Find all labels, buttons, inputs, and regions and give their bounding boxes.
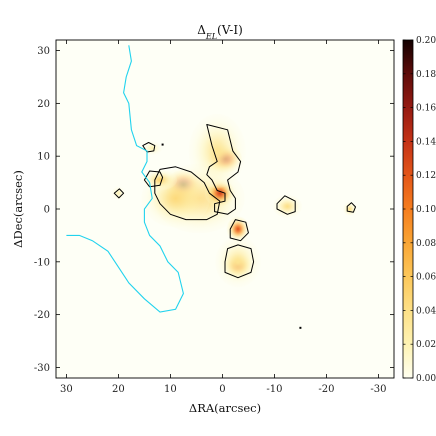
colorbar-tick-label: 0.00 xyxy=(416,374,436,384)
y-axis-label: ΔDec(arcsec) xyxy=(11,170,25,248)
contour-line xyxy=(206,124,242,215)
x-axis-label: ΔRA(arcsec) xyxy=(189,401,261,415)
point-marker xyxy=(299,326,302,329)
point-markers xyxy=(161,143,302,329)
y-tick-label: -20 xyxy=(34,310,50,321)
colorbar-tick-label: 0.08 xyxy=(416,239,436,249)
y-tick-label: 0 xyxy=(44,205,50,216)
y-tick-label: -10 xyxy=(34,257,50,268)
colorbar-tick-label: 0.04 xyxy=(416,306,436,316)
x-tick-label: 0 xyxy=(219,384,225,395)
colorbar-tick-label: 0.12 xyxy=(416,171,436,181)
colorbar-tick-label: 0.14 xyxy=(416,137,436,147)
chart-title: ΔEL(V-I) xyxy=(197,23,243,41)
contour-line xyxy=(113,188,125,199)
colorbar-tick-label: 0.06 xyxy=(416,273,436,283)
heat-blob xyxy=(142,169,178,191)
contour-line xyxy=(142,142,156,153)
colorbar-tick-label: 0.02 xyxy=(416,340,436,350)
contour-line xyxy=(224,244,255,279)
colorbar-tick-label: 0.10 xyxy=(416,205,436,215)
colorbar: 0.00 0.02 0.04 0.06 0.08 0.10 0.12 0.14 0.16 0.18… xyxy=(402,36,436,384)
y-axis-ticks: 30 20 10 0 -10 -20 -30 xyxy=(34,46,394,374)
x-tick-label: 10 xyxy=(164,384,177,395)
y-tick-label: -30 xyxy=(34,363,50,374)
x-tick-label: -30 xyxy=(370,384,386,395)
x-tick-label: 20 xyxy=(112,384,125,395)
x-axis-ticks: 30 20 10 0 -10 -20 -30 xyxy=(60,40,386,395)
contour-line xyxy=(346,202,356,213)
heat-blob xyxy=(111,186,126,201)
heat-blob xyxy=(215,236,261,288)
contour-layer xyxy=(113,124,356,279)
heat-blob xyxy=(226,216,250,242)
point-marker xyxy=(161,143,164,146)
colorbar-tick-label: 0.18 xyxy=(416,70,436,80)
colorbar-tick-label: 0.16 xyxy=(416,104,436,114)
contour-line xyxy=(143,170,164,188)
contour-line xyxy=(229,219,249,242)
y-tick-label: 20 xyxy=(37,99,50,110)
x-tick-label: -20 xyxy=(318,384,334,395)
y-tick-label: 30 xyxy=(37,46,50,57)
colorbar-ticks: 0.00 0.02 0.04 0.06 0.08 0.10 0.12 0.14 0.16 0.18… xyxy=(403,36,436,384)
contour-line xyxy=(276,195,296,215)
x-tick-label: 30 xyxy=(60,384,73,395)
contour-line xyxy=(154,166,221,221)
y-tick-label: 10 xyxy=(37,152,50,163)
plot-area xyxy=(55,39,395,379)
cyan-boundary-line xyxy=(66,45,184,313)
colorbar-tick-label: 0.20 xyxy=(416,36,436,46)
heat-blob xyxy=(188,113,246,189)
x-tick-label: -10 xyxy=(266,384,282,395)
